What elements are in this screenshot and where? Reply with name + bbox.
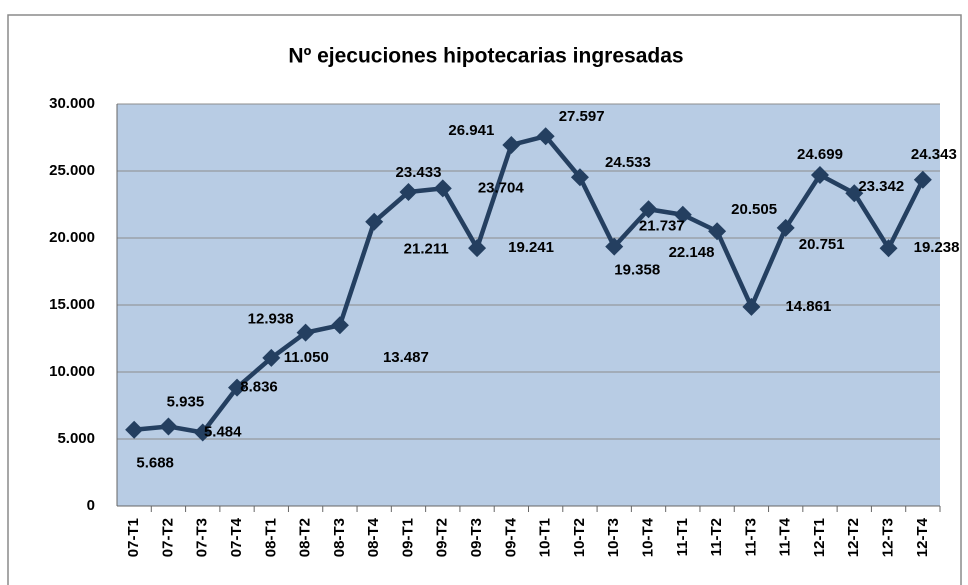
x-tick-label: 12-T1: [811, 518, 828, 557]
line: [133, 133, 925, 435]
marker: [159, 417, 178, 436]
y-tick-label: 15.000: [49, 296, 95, 313]
x-tick-label: 10-T3: [605, 518, 622, 557]
data-label: 8.836: [240, 379, 278, 396]
y-tick-label: 20.000: [49, 229, 95, 246]
x-tick-label: 09-T4: [502, 517, 519, 557]
data-label: 27.597: [559, 108, 605, 125]
data-label: 23.704: [478, 179, 525, 196]
data-label: 20.751: [799, 236, 845, 253]
marker: [468, 239, 487, 258]
data-label: 24.533: [605, 154, 651, 171]
marker: [913, 170, 932, 189]
marker: [125, 420, 144, 439]
data-label: 5.688: [136, 455, 174, 472]
marker: [536, 127, 555, 146]
marker: [365, 212, 384, 231]
data-label: 24.699: [797, 146, 843, 163]
x-tick-label: 07-T3: [194, 518, 211, 557]
y-tick-label: 30.000: [49, 95, 95, 112]
marker: [330, 316, 349, 335]
x-tick-label: 11-T1: [674, 518, 691, 556]
marker: [673, 205, 692, 224]
x-tick-label: 10-T1: [537, 518, 554, 557]
x-tick-label: 08-T1: [262, 518, 279, 557]
data-label: 11.050: [284, 349, 329, 366]
data-label: 26.941: [448, 122, 494, 139]
x-tick-label: 10-T2: [571, 518, 588, 557]
marker: [810, 166, 829, 185]
x-tick-label: 07-T2: [159, 518, 176, 557]
marker: [570, 168, 589, 187]
data-label: 23.433: [396, 164, 442, 181]
x-tick-label: 12-T3: [880, 518, 897, 557]
marker: [262, 348, 281, 367]
data-label: 21.211: [404, 241, 449, 258]
y-tick-label: 25.000: [49, 162, 95, 179]
data-label: 24.343: [911, 146, 957, 163]
x-tick-label: 12-T4: [914, 517, 931, 557]
x-tick-label: 12-T2: [845, 518, 862, 557]
marker: [605, 237, 624, 256]
data-label: 13.487: [383, 349, 429, 366]
y-tick-label: 0: [87, 497, 95, 514]
x-tick-label: 08-T2: [297, 518, 314, 557]
y-tick-label: 10.000: [49, 363, 95, 380]
marker: [845, 184, 864, 203]
data-label: 19.358: [614, 262, 660, 279]
data-label: 20.505: [731, 201, 777, 218]
y-tick-label: 5.000: [57, 430, 95, 447]
data-label: 22.148: [669, 244, 715, 261]
data-label: 12.938: [248, 311, 294, 328]
x-tick-label: 09-T1: [399, 518, 416, 557]
marker: [879, 239, 898, 258]
data-label: 21.737: [639, 218, 685, 235]
marker: [399, 182, 418, 201]
x-tick-label: 07-T1: [125, 518, 142, 557]
marker: [742, 297, 761, 316]
marker: [193, 423, 212, 442]
x-tick-label: 08-T4: [365, 517, 382, 557]
data-label: 5.484: [204, 423, 242, 440]
x-tick-label: 11-T2: [708, 518, 725, 556]
data-label: 19.238: [914, 239, 960, 256]
x-tick-label: 09-T2: [434, 518, 451, 557]
x-tick-label: 11-T3: [742, 518, 759, 556]
data-label: 23.342: [858, 178, 904, 195]
marker: [708, 222, 727, 241]
x-tick-label: 11-T4: [777, 517, 794, 556]
marker: [639, 200, 658, 219]
x-tick-label: 09-T3: [468, 518, 485, 557]
marker: [502, 135, 521, 154]
data-label: 19.241: [508, 239, 554, 256]
data-label: 5.935: [167, 393, 205, 410]
x-tick-label: 08-T3: [331, 518, 348, 557]
marker: [776, 218, 795, 237]
marker: [228, 378, 247, 397]
marker: [296, 323, 315, 342]
data-label: 14.861: [785, 298, 831, 315]
chart-title: Nº ejecuciones hipotecarias ingresadas: [288, 45, 683, 68]
x-tick-label: 07-T4: [228, 517, 245, 557]
x-tick-label: 10-T4: [639, 517, 656, 557]
marker: [433, 179, 452, 198]
